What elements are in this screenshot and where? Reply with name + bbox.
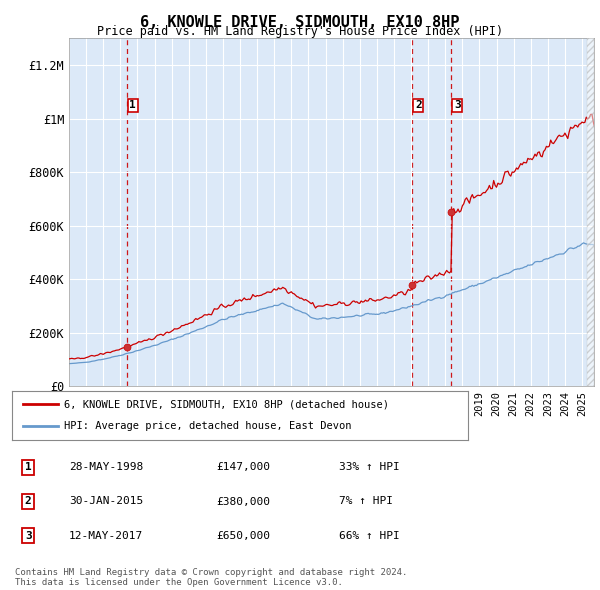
- Text: 6, KNOWLE DRIVE, SIDMOUTH, EX10 8HP (detached house): 6, KNOWLE DRIVE, SIDMOUTH, EX10 8HP (det…: [64, 399, 389, 409]
- Text: £380,000: £380,000: [216, 497, 270, 506]
- Text: £147,000: £147,000: [216, 463, 270, 472]
- Text: £650,000: £650,000: [216, 531, 270, 540]
- Text: 3: 3: [454, 100, 461, 110]
- Text: 30-JAN-2015: 30-JAN-2015: [69, 497, 143, 506]
- Text: 12-MAY-2017: 12-MAY-2017: [69, 531, 143, 540]
- Text: Price paid vs. HM Land Registry's House Price Index (HPI): Price paid vs. HM Land Registry's House …: [97, 25, 503, 38]
- Text: 33% ↑ HPI: 33% ↑ HPI: [339, 463, 400, 472]
- Text: 1: 1: [25, 463, 32, 472]
- Text: 6, KNOWLE DRIVE, SIDMOUTH, EX10 8HP: 6, KNOWLE DRIVE, SIDMOUTH, EX10 8HP: [140, 15, 460, 30]
- Text: 7% ↑ HPI: 7% ↑ HPI: [339, 497, 393, 506]
- Text: 1: 1: [130, 100, 136, 110]
- Text: 3: 3: [25, 531, 32, 540]
- Text: 2: 2: [415, 100, 422, 110]
- Text: 28-MAY-1998: 28-MAY-1998: [69, 463, 143, 472]
- Text: Contains HM Land Registry data © Crown copyright and database right 2024.
This d: Contains HM Land Registry data © Crown c…: [15, 568, 407, 587]
- Text: 66% ↑ HPI: 66% ↑ HPI: [339, 531, 400, 540]
- Text: 2: 2: [25, 497, 32, 506]
- Text: HPI: Average price, detached house, East Devon: HPI: Average price, detached house, East…: [64, 421, 352, 431]
